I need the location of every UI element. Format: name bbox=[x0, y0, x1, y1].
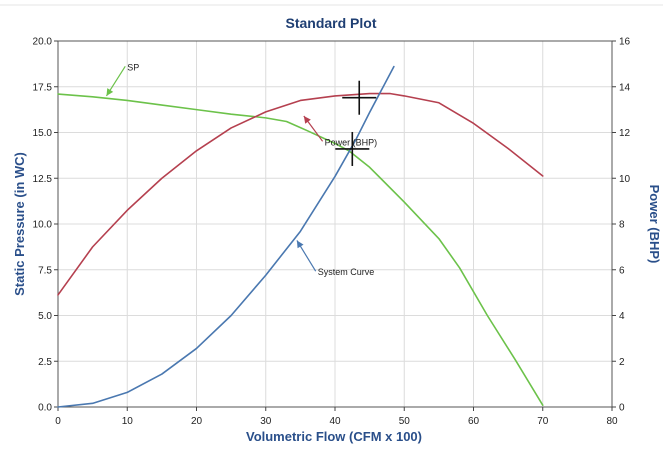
annotation-arrow-head bbox=[106, 88, 114, 96]
x-tick-label: 60 bbox=[468, 416, 480, 427]
series-system-curve-line bbox=[57, 65, 395, 408]
y-right-tick-label: 6 bbox=[619, 265, 625, 276]
y-right-tick-label: 16 bbox=[619, 37, 631, 48]
y-left-tick-label: 20.0 bbox=[33, 37, 53, 48]
x-tick-label: 10 bbox=[122, 416, 134, 427]
y-right-tick-label: 2 bbox=[619, 357, 625, 368]
series-layer bbox=[57, 65, 544, 408]
y-right-tick-label: 10 bbox=[619, 174, 631, 185]
y-left-tick-label: 0.0 bbox=[38, 403, 52, 414]
annotation-arrow-head bbox=[296, 240, 304, 249]
series-power-bhp-line bbox=[57, 92, 544, 296]
annotations: SP Power (BHP) System Curve bbox=[105, 62, 378, 277]
y-right-tick-label: 0 bbox=[619, 403, 625, 414]
x-tick-label: 80 bbox=[606, 416, 618, 427]
axis-ticks: 0 10 20 30 40 50 60 70 800.02.55.07.510.012.515.… bbox=[33, 37, 631, 428]
y-right-tick-label: 12 bbox=[619, 128, 631, 139]
annotation-arrow-head bbox=[303, 116, 311, 124]
annotation-label: System Curve bbox=[318, 267, 375, 277]
x-tick-label: 70 bbox=[537, 416, 549, 427]
y-axis-right-label: Power (BHP) bbox=[647, 185, 662, 264]
y-axis-left-label: Static Pressure (in WC) bbox=[12, 152, 27, 296]
y-right-tick-label: 8 bbox=[619, 220, 625, 231]
chart-title: Standard Plot bbox=[285, 15, 376, 31]
y-right-tick-label: 14 bbox=[619, 82, 631, 93]
series-sp-line bbox=[57, 93, 544, 406]
annotation-label: SP bbox=[127, 62, 139, 72]
y-left-tick-label: 12.5 bbox=[33, 174, 53, 185]
y-left-tick-label: 2.5 bbox=[38, 357, 52, 368]
y-right-tick-label: 4 bbox=[619, 311, 625, 322]
x-tick-label: 0 bbox=[55, 416, 61, 427]
annotation-label: Power (BHP) bbox=[325, 137, 378, 147]
y-left-tick-label: 5.0 bbox=[38, 311, 52, 322]
x-tick-label: 40 bbox=[329, 416, 341, 427]
y-left-tick-label: 15.0 bbox=[33, 128, 53, 139]
y-left-tick-label: 7.5 bbox=[38, 265, 52, 276]
y-left-tick-label: 17.5 bbox=[33, 82, 53, 93]
x-tick-label: 50 bbox=[399, 416, 411, 427]
y-left-tick-label: 10.0 bbox=[33, 220, 53, 231]
x-tick-label: 30 bbox=[260, 416, 272, 427]
x-axis-label: Volumetric Flow (CFM x 100) bbox=[246, 429, 422, 444]
operating-points bbox=[335, 80, 377, 166]
x-tick-label: 20 bbox=[191, 416, 203, 427]
